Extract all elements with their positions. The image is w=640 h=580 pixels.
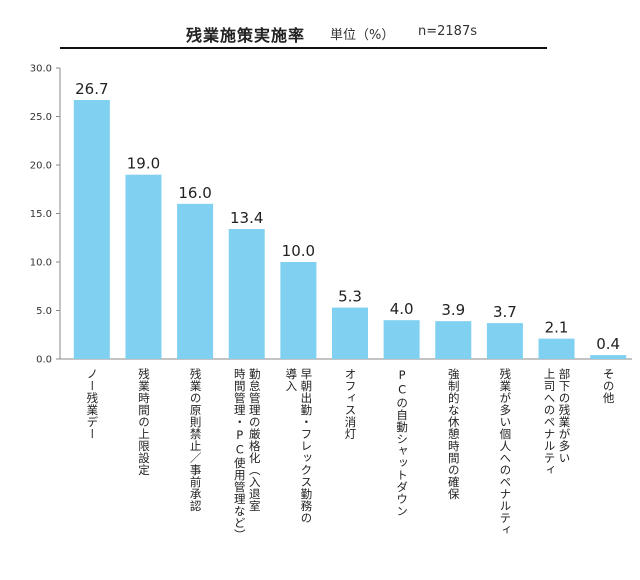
bar xyxy=(383,320,420,359)
value-labels: 26.7 19.0 16.0 13.4 10.0 5.3 4.0 3.9 3.7 2.1 0.4 xyxy=(75,80,620,353)
bar xyxy=(332,307,368,359)
chart-title: 残業施策実施率 xyxy=(186,26,306,45)
y-tick-label: 10.0 xyxy=(30,258,52,269)
chart-header: 残業施策実施率 単位（%） n=2187s xyxy=(0,14,640,50)
category-label: PCの自動シャットダウン xyxy=(395,368,410,517)
value-label: 5.3 xyxy=(338,288,362,306)
category-label: 勤怠管理の厳格化（入退室 時間管理・PC使用管理など） xyxy=(232,368,262,541)
value-label: 4.0 xyxy=(390,300,414,318)
bars xyxy=(73,100,627,359)
value-label: 19.0 xyxy=(127,155,160,173)
y-axis: 0.0 5.0 10.0 15.0 20.0 25.0 30.0 xyxy=(30,64,632,366)
category-label: 残業の原則禁止／事前承認 xyxy=(188,368,203,512)
category-label: ノー残業デー xyxy=(85,368,100,440)
y-tick-label: 0.0 xyxy=(36,355,52,366)
bar xyxy=(125,174,162,359)
category-label: 強制的な休憩時間の確保 xyxy=(446,368,461,500)
value-label: 3.7 xyxy=(493,303,517,321)
category-label: 部下の残業が多い 上司へのペナルティ xyxy=(542,368,572,476)
value-label: 13.4 xyxy=(230,209,263,227)
y-tick-label: 25.0 xyxy=(30,112,52,123)
bar xyxy=(590,355,627,359)
bar xyxy=(73,100,110,359)
value-label: 10.0 xyxy=(282,242,315,260)
unit-label: 単位（%） xyxy=(330,28,395,43)
sample-size-label: n=2187s xyxy=(418,24,477,39)
y-tick-label: 15.0 xyxy=(30,209,52,220)
bar xyxy=(177,203,214,359)
category-label: オフィス消灯 xyxy=(343,368,358,440)
y-tick-label: 30.0 xyxy=(30,64,52,75)
bar xyxy=(228,229,265,359)
bar xyxy=(280,262,317,359)
category-label: その他 xyxy=(601,368,616,404)
value-label: 0.4 xyxy=(596,335,620,353)
bar xyxy=(486,323,523,359)
value-label: 16.0 xyxy=(178,184,211,202)
value-label: 2.1 xyxy=(545,319,569,337)
y-tick-label: 20.0 xyxy=(30,161,52,172)
bar xyxy=(435,321,472,359)
value-label: 26.7 xyxy=(75,80,108,98)
category-label: 残業が多い個人へのペナルティ xyxy=(498,368,513,536)
title-underline xyxy=(60,47,547,49)
bar xyxy=(538,338,575,359)
y-tick-label: 5.0 xyxy=(36,306,52,317)
category-label: 早朝出勤・フレックス勤務の 導入 xyxy=(284,368,314,524)
value-label: 3.9 xyxy=(441,301,465,319)
category-label: 残業時間の上限設定 xyxy=(136,368,151,476)
